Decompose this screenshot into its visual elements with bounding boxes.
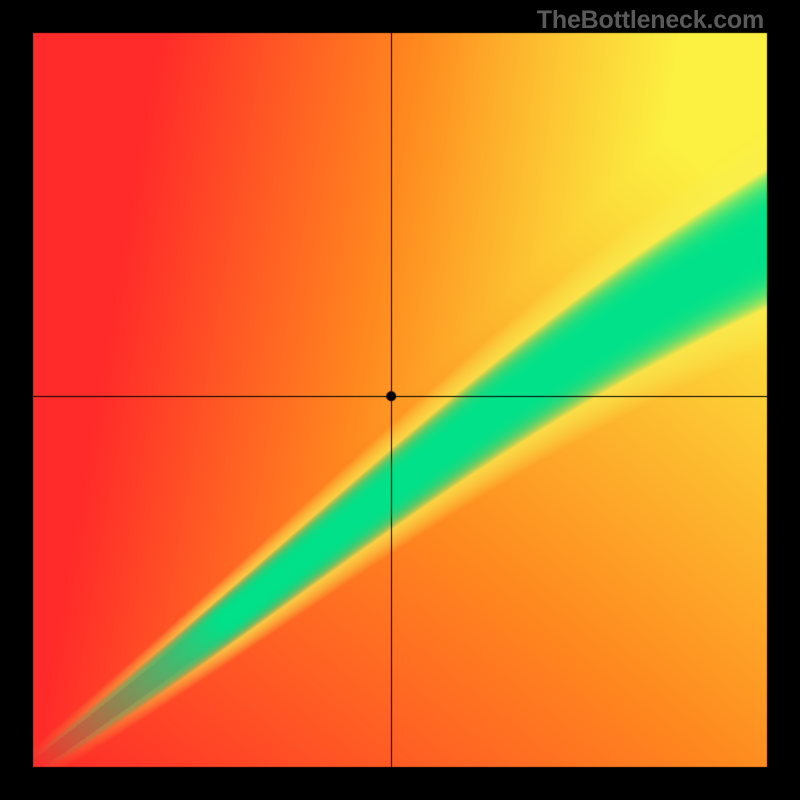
watermark-text: TheBottleneck.com: [537, 6, 764, 35]
bottleneck-heatmap: [0, 0, 800, 800]
